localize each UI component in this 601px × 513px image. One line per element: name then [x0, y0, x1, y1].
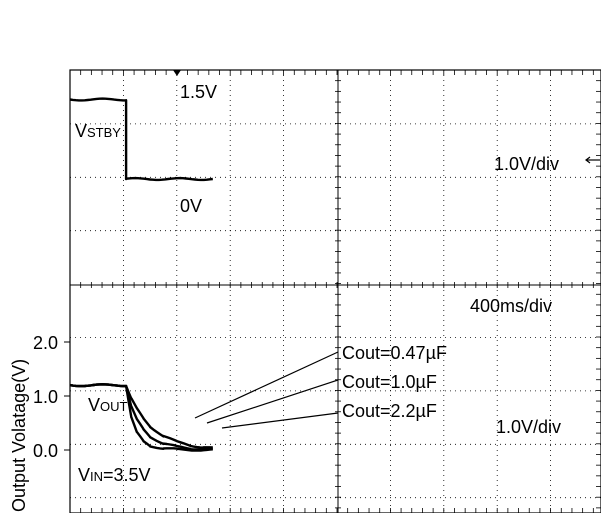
- pointer-cout-10: [206, 379, 339, 424]
- legend-cout-047: Cout=0.47µF: [342, 343, 447, 363]
- y-axis-title: Output Volatage(V): [9, 359, 29, 512]
- vstby-trace: [69, 97, 213, 182]
- cout-22-trace: [69, 383, 213, 449]
- y-tick-labels: [64, 341, 70, 451]
- vout-label: VOUT: [88, 395, 128, 415]
- ground-arrow-icon: [585, 156, 600, 164]
- low-level-label: 0V: [180, 196, 202, 216]
- time-div-label: 400ms/div: [470, 296, 552, 316]
- pointer-cout-047: [194, 351, 339, 419]
- high-level-label: 1.5V: [180, 82, 217, 102]
- top-vdiv-label: 1.0V/div: [494, 154, 559, 174]
- vin-label: VIN=3.5V: [78, 465, 151, 485]
- ytick-2: 2.0: [33, 333, 58, 353]
- vstby-label: VSTBY: [75, 121, 121, 141]
- ytick-1: 1.0: [33, 387, 58, 407]
- ytick-0: 0.0: [33, 441, 58, 461]
- trigger-marker: [173, 70, 181, 76]
- grid: [70, 70, 601, 513]
- legend-cout-22: Cout=2.2µF: [342, 401, 437, 421]
- pointer-cout-22: [221, 412, 339, 429]
- axis-ticks: [69, 69, 601, 513]
- plot-frame: [69, 69, 601, 513]
- bottom-vdiv-label: 1.0V/div: [496, 417, 561, 437]
- legend-pointers: [194, 351, 339, 429]
- legend-cout-10: Cout=1.0µF: [342, 372, 437, 392]
- waveforms: [69, 97, 213, 452]
